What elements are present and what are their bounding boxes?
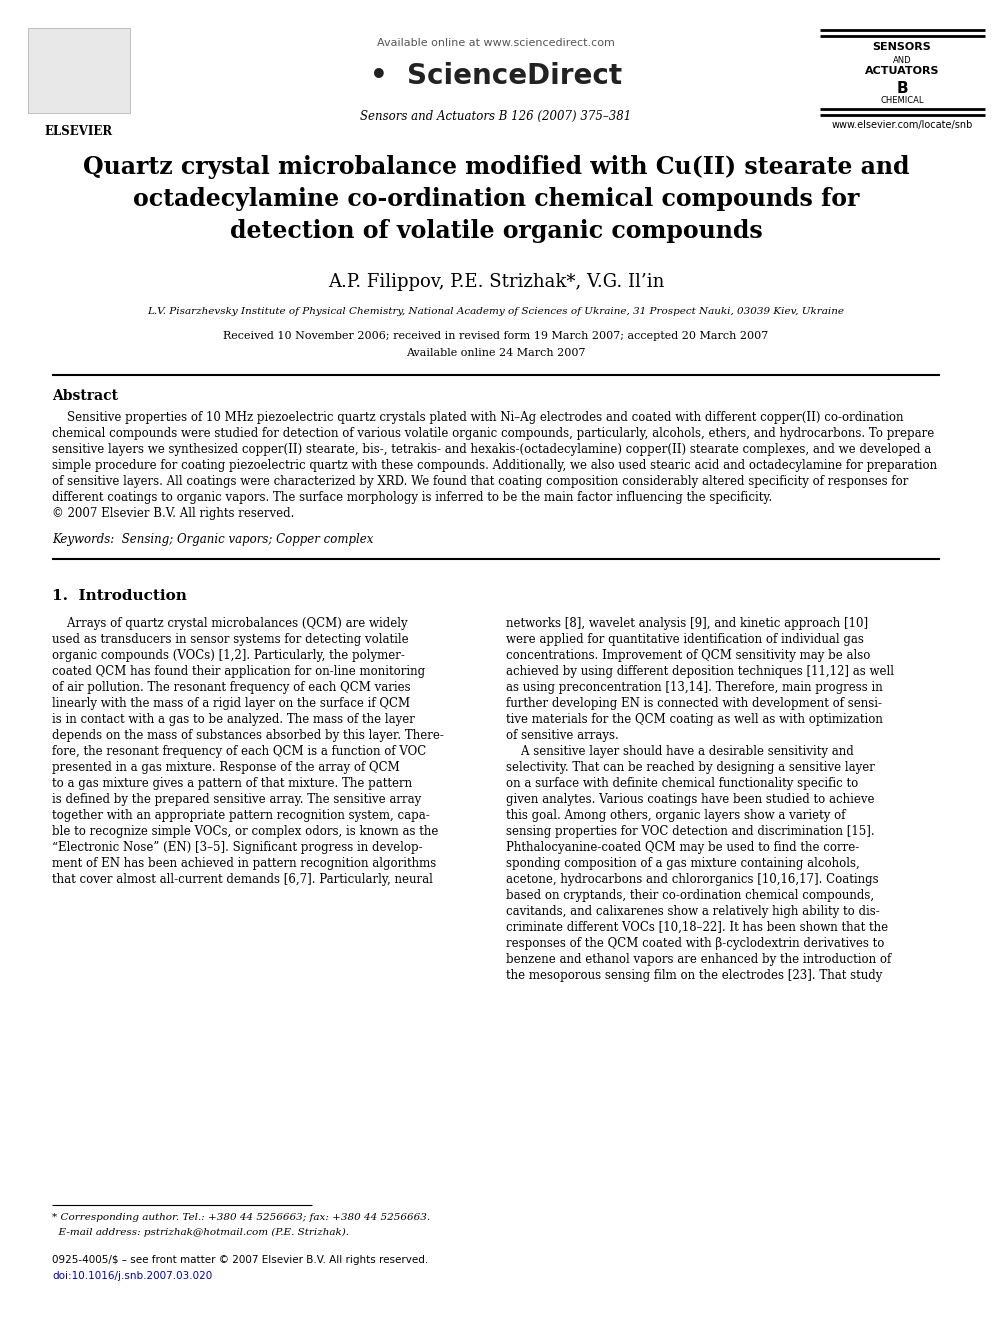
Text: achieved by using different deposition techniques [11,12] as well: achieved by using different deposition t…: [506, 665, 894, 677]
Text: “Electronic Nose” (EN) [3–5]. Significant progress in develop-: “Electronic Nose” (EN) [3–5]. Significan…: [52, 841, 423, 855]
Text: octadecylamine co-ordination chemical compounds for: octadecylamine co-ordination chemical co…: [133, 187, 859, 210]
Text: B: B: [896, 81, 908, 97]
Text: ELSEVIER: ELSEVIER: [45, 124, 113, 138]
Text: further developing EN is connected with development of sensi-: further developing EN is connected with …: [506, 697, 882, 710]
Text: simple procedure for coating piezoelectric quartz with these compounds. Addition: simple procedure for coating piezoelectr…: [52, 459, 937, 472]
Text: ACTUATORS: ACTUATORS: [865, 66, 939, 75]
Text: A sensitive layer should have a desirable sensitivity and: A sensitive layer should have a desirabl…: [506, 745, 854, 758]
Text: coated QCM has found their application for on-line monitoring: coated QCM has found their application f…: [52, 665, 426, 677]
Text: CHEMICAL: CHEMICAL: [880, 97, 924, 105]
Text: 0925-4005/$ – see front matter © 2007 Elsevier B.V. All rights reserved.: 0925-4005/$ – see front matter © 2007 El…: [52, 1256, 429, 1265]
Text: criminate different VOCs [10,18–22]. It has been shown that the: criminate different VOCs [10,18–22]. It …: [506, 921, 888, 934]
Text: E-mail address: pstrizhak@hotmail.com (P.E. Strizhak).: E-mail address: pstrizhak@hotmail.com (P…: [52, 1228, 349, 1237]
Text: Sensors and Actuators B 126 (2007) 375–381: Sensors and Actuators B 126 (2007) 375–3…: [360, 110, 632, 123]
Text: depends on the mass of substances absorbed by this layer. There-: depends on the mass of substances absorb…: [52, 729, 443, 742]
Text: 1.  Introduction: 1. Introduction: [52, 589, 186, 603]
Bar: [28, 28, 130, 112]
Text: different coatings to organic vapors. The surface morphology is inferred to be t: different coatings to organic vapors. Th…: [52, 491, 772, 504]
Text: Received 10 November 2006; received in revised form 19 March 2007; accepted 20 M: Received 10 November 2006; received in r…: [223, 331, 769, 341]
Text: used as transducers in sensor systems for detecting volatile: used as transducers in sensor systems fo…: [52, 632, 409, 646]
Text: sensing properties for VOC detection and discrimination [15].: sensing properties for VOC detection and…: [506, 826, 875, 837]
Text: acetone, hydrocarbons and chlororganics [10,16,17]. Coatings: acetone, hydrocarbons and chlororganics …: [506, 873, 879, 886]
Text: Available online 24 March 2007: Available online 24 March 2007: [407, 348, 585, 359]
Text: given analytes. Various coatings have been studied to achieve: given analytes. Various coatings have be…: [506, 792, 875, 806]
Text: detection of volatile organic compounds: detection of volatile organic compounds: [229, 220, 763, 243]
Text: the mesoporous sensing film on the electrodes [23]. That study: the mesoporous sensing film on the elect…: [506, 968, 882, 982]
Text: A.P. Filippov, P.E. Strizhak*, V.G. Il’in: A.P. Filippov, P.E. Strizhak*, V.G. Il’i…: [327, 273, 665, 291]
Text: sponding composition of a gas mixture containing alcohols,: sponding composition of a gas mixture co…: [506, 857, 860, 871]
Text: is defined by the prepared sensitive array. The sensitive array: is defined by the prepared sensitive arr…: [52, 792, 422, 806]
Text: ble to recognize simple VOCs, or complex odors, is known as the: ble to recognize simple VOCs, or complex…: [52, 826, 438, 837]
Text: cavitands, and calixarenes show a relatively high ability to dis-: cavitands, and calixarenes show a relati…: [506, 905, 880, 918]
Text: tive materials for the QCM coating as well as with optimization: tive materials for the QCM coating as we…: [506, 713, 883, 726]
Text: * Corresponding author. Tel.: +380 44 5256663; fax: +380 44 5256663.: * Corresponding author. Tel.: +380 44 52…: [52, 1213, 431, 1222]
Text: of sensitive arrays.: of sensitive arrays.: [506, 729, 619, 742]
Text: © 2007 Elsevier B.V. All rights reserved.: © 2007 Elsevier B.V. All rights reserved…: [52, 507, 295, 520]
Text: responses of the QCM coated with β-cyclodextrin derivatives to: responses of the QCM coated with β-cyclo…: [506, 937, 885, 950]
Text: Arrays of quartz crystal microbalances (QCM) are widely: Arrays of quartz crystal microbalances (…: [52, 617, 408, 630]
Text: benzene and ethanol vapors are enhanced by the introduction of: benzene and ethanol vapors are enhanced …: [506, 953, 891, 966]
Text: Available online at www.sciencedirect.com: Available online at www.sciencedirect.co…: [377, 38, 615, 48]
Text: based on cryptands, their co-ordination chemical compounds,: based on cryptands, their co-ordination …: [506, 889, 874, 902]
Text: ment of EN has been achieved in pattern recognition algorithms: ment of EN has been achieved in pattern …: [52, 857, 436, 871]
Text: to a gas mixture gives a pattern of that mixture. The pattern: to a gas mixture gives a pattern of that…: [52, 777, 412, 790]
Text: selectivity. That can be reached by designing a sensitive layer: selectivity. That can be reached by desi…: [506, 761, 875, 774]
Text: Keywords:  Sensing; Organic vapors; Copper complex: Keywords: Sensing; Organic vapors; Coppe…: [52, 533, 373, 546]
Text: doi:10.1016/j.snb.2007.03.020: doi:10.1016/j.snb.2007.03.020: [52, 1271, 212, 1281]
Text: were applied for quantitative identification of individual gas: were applied for quantitative identifica…: [506, 632, 864, 646]
Text: of sensitive layers. All coatings were characterized by XRD. We found that coati: of sensitive layers. All coatings were c…: [52, 475, 909, 488]
Text: Quartz crystal microbalance modified with Cu(II) stearate and: Quartz crystal microbalance modified wit…: [82, 155, 910, 179]
Text: fore, the resonant frequency of each QCM is a function of VOC: fore, the resonant frequency of each QCM…: [52, 745, 427, 758]
Text: concentrations. Improvement of QCM sensitivity may be also: concentrations. Improvement of QCM sensi…: [506, 650, 870, 662]
Text: L.V. Pisarzhevsky Institute of Physical Chemistry, National Academy of Sciences : L.V. Pisarzhevsky Institute of Physical …: [148, 307, 844, 316]
Text: chemical compounds were studied for detection of various volatile organic compou: chemical compounds were studied for dete…: [52, 427, 934, 441]
Text: this goal. Among others, organic layers show a variety of: this goal. Among others, organic layers …: [506, 808, 845, 822]
Text: of air pollution. The resonant frequency of each QCM varies: of air pollution. The resonant frequency…: [52, 681, 411, 695]
Text: is in contact with a gas to be analyzed. The mass of the layer: is in contact with a gas to be analyzed.…: [52, 713, 415, 726]
Text: organic compounds (VOCs) [1,2]. Particularly, the polymer-: organic compounds (VOCs) [1,2]. Particul…: [52, 650, 405, 662]
Text: linearly with the mass of a rigid layer on the surface if QCM: linearly with the mass of a rigid layer …: [52, 697, 410, 710]
Text: presented in a gas mixture. Response of the array of QCM: presented in a gas mixture. Response of …: [52, 761, 400, 774]
Text: as using preconcentration [13,14]. Therefore, main progress in: as using preconcentration [13,14]. There…: [506, 681, 883, 695]
Text: Phthalocyanine-coated QCM may be used to find the corre-: Phthalocyanine-coated QCM may be used to…: [506, 841, 859, 855]
Text: that cover almost all-current demands [6,7]. Particularly, neural: that cover almost all-current demands [6…: [52, 873, 433, 886]
Text: Sensitive properties of 10 MHz piezoelectric quartz crystals plated with Ni–Ag e: Sensitive properties of 10 MHz piezoelec…: [52, 411, 904, 423]
Text: www.elsevier.com/locate/snb: www.elsevier.com/locate/snb: [831, 120, 973, 130]
Text: together with an appropriate pattern recognition system, capa-: together with an appropriate pattern rec…: [52, 808, 430, 822]
Text: •  ScienceDirect: • ScienceDirect: [370, 62, 622, 90]
Text: networks [8], wavelet analysis [9], and kinetic approach [10]: networks [8], wavelet analysis [9], and …: [506, 617, 868, 630]
Text: on a surface with definite chemical functionality specific to: on a surface with definite chemical func…: [506, 777, 858, 790]
Text: sensitive layers we synthesized copper(II) stearate, bis-, tetrakis- and hexakis: sensitive layers we synthesized copper(I…: [52, 443, 931, 456]
Text: Abstract: Abstract: [52, 389, 118, 404]
Text: AND: AND: [893, 56, 912, 65]
Text: SENSORS: SENSORS: [873, 42, 931, 52]
